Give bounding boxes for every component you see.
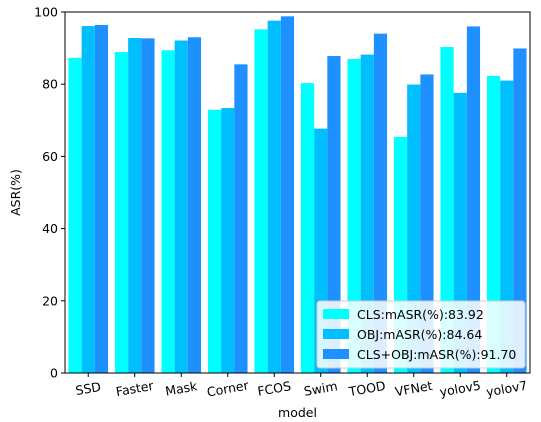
y-tick-label: 0 — [50, 366, 58, 381]
x-axis: SSD Faster Mask Corner FCOS Swim TOOD VFNet yolo… — [74, 373, 528, 400]
bar-vfnet-series-3 — [420, 74, 434, 373]
legend-swatch-3 — [323, 349, 349, 359]
y-tick-label: 100 — [34, 5, 58, 20]
y-tick-label: 40 — [42, 221, 58, 236]
bar-yolov7-series-1 — [486, 75, 501, 374]
legend-box — [316, 300, 526, 369]
y-axis-label: ASR(%) — [8, 169, 23, 216]
x-tick-label-vfnet: VFNet — [394, 378, 434, 399]
bar-tood-series-3 — [373, 33, 388, 373]
y-axis: 0 20 40 60 80 100 — [34, 5, 65, 381]
bar-tood-series-2 — [360, 54, 374, 373]
x-tick-label-faster: Faster — [115, 378, 156, 400]
x-tick-label-tood: TOOD — [347, 378, 387, 399]
legend-label-3: CLS+OBJ:mASR(%):91.70 — [357, 347, 516, 362]
bar-ssd-series-1 — [68, 57, 82, 373]
bar-corner-series-1 — [207, 109, 222, 373]
plot-frame — [64, 11, 531, 374]
bar-yolov5-series-3 — [466, 26, 481, 373]
legend-label-1: CLS:mASR(%):83.92 — [357, 307, 484, 322]
bar-mask-series-3 — [187, 37, 202, 374]
bar-faster-series-3 — [141, 38, 155, 373]
bar-yolov7-series-3 — [513, 48, 527, 374]
bar-fcos-series-3 — [280, 16, 295, 374]
y-tick-label: 80 — [42, 77, 58, 92]
x-tick-label-corner: Corner — [206, 377, 251, 399]
bar-mask-series-1 — [161, 50, 175, 374]
bar-faster-series-1 — [114, 52, 129, 373]
x-tick-label-fcos: FCOS — [256, 378, 292, 399]
bar-ssd-series-2 — [81, 26, 95, 374]
x-tick-label-yolov5: yolov5 — [438, 378, 482, 400]
bar-fcos-series-1 — [254, 29, 268, 374]
bar-tood-series-1 — [347, 58, 361, 374]
bar-corner-series-2 — [221, 108, 235, 373]
legend-swatch-2 — [323, 329, 349, 339]
bar-swim-series-3 — [327, 56, 341, 373]
legend-label-2: OBJ:mASR(%):84.64 — [357, 327, 482, 342]
legend-swatch-1 — [323, 309, 349, 319]
bar-yolov5-series-1 — [440, 47, 454, 374]
bar-mask-series-2 — [174, 40, 188, 374]
bar-swim-series-1 — [300, 83, 315, 374]
x-tick-label-swim: Swim — [303, 378, 339, 399]
bar-fcos-series-2 — [267, 20, 281, 373]
bar-yolov7-series-2 — [500, 80, 514, 373]
bar-corner-series-3 — [234, 64, 248, 373]
bar-ssd-series-3 — [94, 25, 109, 373]
bars-group — [68, 16, 527, 374]
x-tick-label-yolov7: yolov7 — [485, 378, 529, 400]
bar-faster-series-2 — [128, 37, 142, 374]
y-tick-label: 20 — [42, 293, 58, 308]
x-tick-label-ssd: SSD — [74, 379, 102, 398]
x-tick-label-mask: Mask — [164, 378, 199, 398]
y-tick-label: 60 — [42, 149, 58, 164]
legend: CLS:mASR(%):83.92 OBJ:mASR(%):84.64 CLS+OB… — [316, 300, 526, 369]
x-axis-label: model — [278, 405, 317, 420]
